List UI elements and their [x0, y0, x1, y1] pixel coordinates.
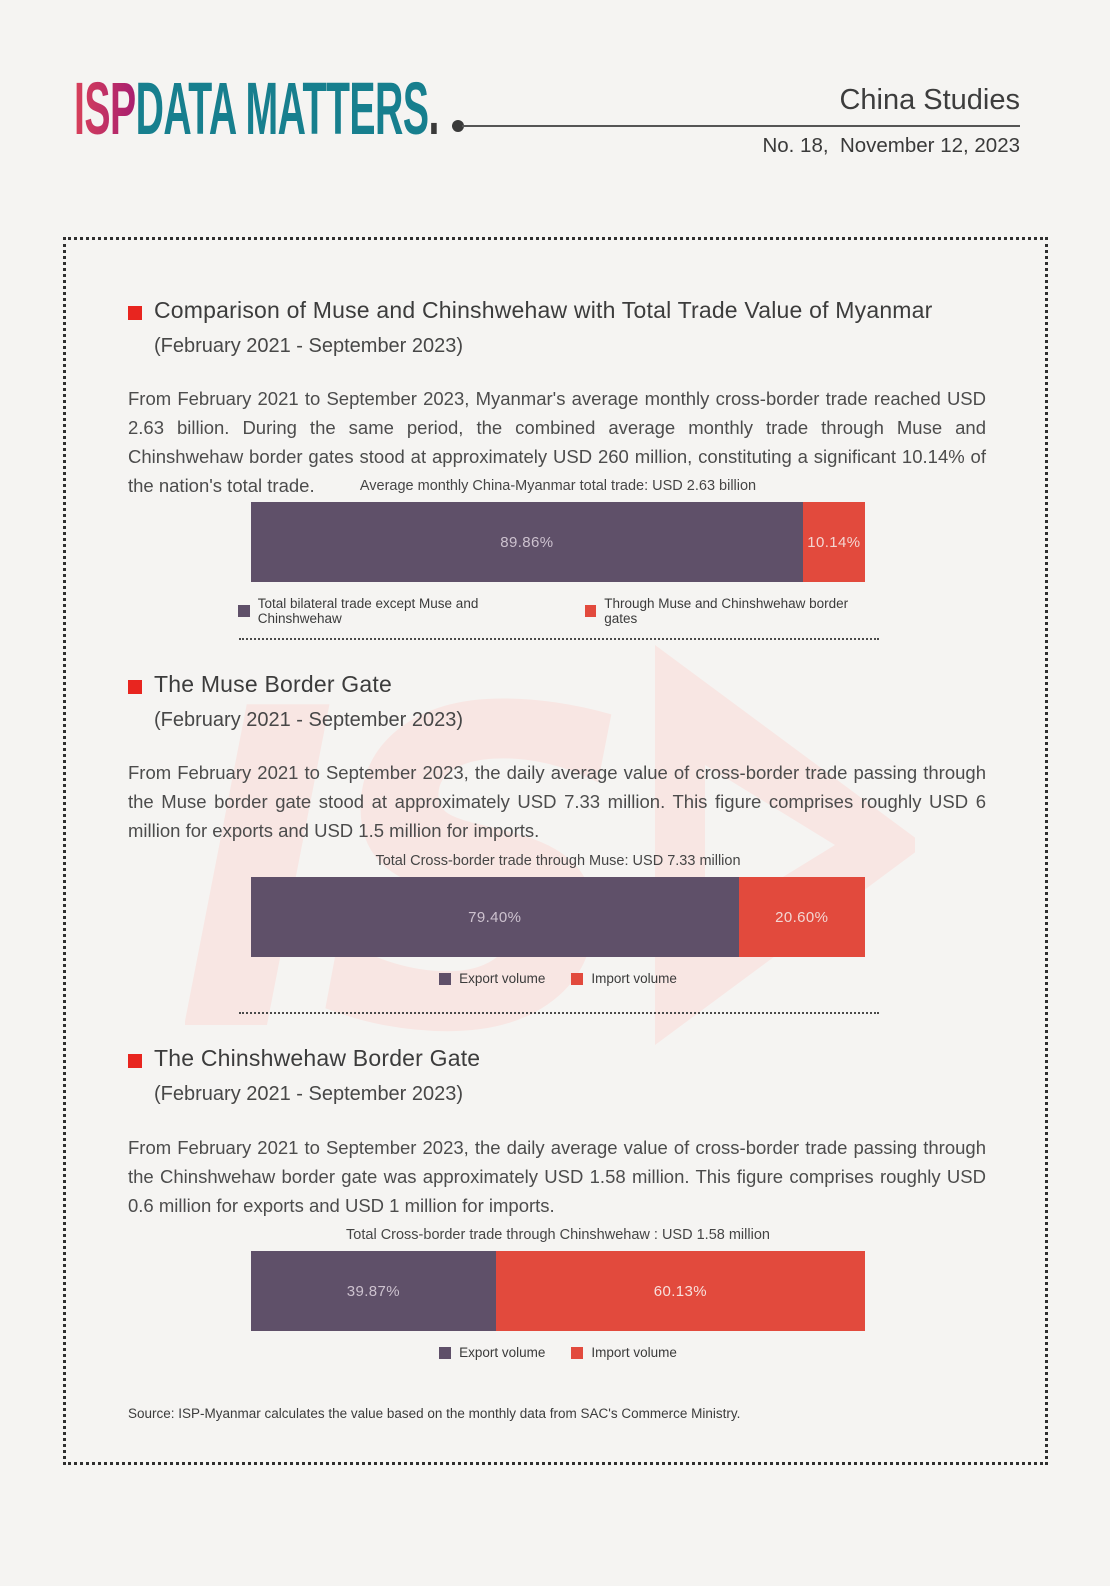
bar-segment-import-volume: 60.13% [495, 1251, 865, 1331]
chart-title: Total Cross-border trade through Chinshw… [346, 1227, 770, 1243]
source-note: Source: ISP-Myanmar calculates the value… [128, 1406, 741, 1421]
content-area: Comparison of Muse and Chinshwehaw with … [66, 240, 1045, 1462]
logo-data-matters-text: DATA MATTERS [135, 67, 429, 150]
legend-label: Export volume [459, 971, 546, 986]
bar-segment-label: 10.14% [807, 533, 861, 551]
legend-label: Through Muse and Chinshwehaw border gate… [604, 596, 849, 626]
header-rule-line [462, 125, 1020, 127]
chart-legend: Total bilateral trade except Muse and Ch… [238, 596, 878, 626]
legend-label: Import volume [591, 971, 677, 986]
chart-muse: Total Cross-border trade through Muse: U… [238, 853, 878, 986]
legend-item-import-volume: Import volume [571, 971, 677, 986]
bar-segment-import-volume: 20.60% [738, 877, 865, 957]
bar-segment-label: 89.86% [500, 533, 554, 551]
legend-item-through-muse-and-chinshwehaw-border-gates: Through Muse and Chinshwehaw border gate… [584, 596, 878, 626]
chart-title: Total Cross-border trade through Muse: U… [375, 853, 741, 869]
legend-swatch [584, 605, 597, 617]
bar-segment-export-volume: 79.40% [251, 877, 739, 957]
section-body: From February 2021 to September 2023, My… [128, 388, 986, 496]
chart-chinshwehaw: Total Cross-border trade through Chinshw… [238, 1227, 878, 1360]
legend-swatch [439, 1346, 452, 1359]
legend-label: Export volume [459, 1345, 546, 1360]
stacked-bar: 89.86% 10.14% [251, 502, 865, 582]
legend-swatch [238, 605, 250, 617]
bar-segment-label: 60.13% [653, 1282, 708, 1300]
dotted-divider [239, 1012, 879, 1014]
section-bullet [128, 1054, 142, 1068]
publication-title: China Studies [839, 84, 1020, 116]
section-title: The Chinshwehaw Border Gate [154, 1045, 481, 1071]
section-body: From February 2021 to September 2023, th… [128, 1137, 986, 1216]
legend-item-import-volume: Import volume [571, 1345, 677, 1360]
stacked-bar: 39.87% 60.13% [251, 1251, 865, 1331]
chart-legend: Export volume Import volume [238, 1345, 878, 1360]
bar-segment-label: 79.40% [468, 908, 522, 926]
section-bullet [128, 306, 142, 320]
section-body: From February 2021 to September 2023, th… [128, 762, 986, 841]
legend-swatch [439, 972, 452, 985]
bar-segment-export-volume: 39.87% [251, 1251, 496, 1331]
bar-segment-through-muse-and-chinshwehaw-border-gates: 10.14% [802, 502, 865, 582]
legend-item-export-volume: Export volume [439, 971, 545, 986]
issue-and-date: No. 18, November 12, 2023 [762, 134, 1020, 157]
dotted-divider [239, 638, 879, 640]
legend-item-total-bilateral-trade-except-muse-and-chinshwehaw: Total bilateral trade except Muse and Ch… [238, 596, 559, 626]
section-subtitle: (February 2021 - September 2023) [154, 1083, 464, 1105]
content-border-box: Comparison of Muse and Chinshwehaw with … [63, 237, 1048, 1465]
legend-label: Import volume [591, 1345, 677, 1360]
bar-segment-total-bilateral-trade-except-muse-and-chinshwehaw: 89.86% [251, 502, 803, 582]
bar-segment-label: 20.60% [775, 908, 829, 926]
logo-isp-text: ISP [74, 67, 136, 150]
section-bullet [128, 680, 142, 694]
section-subtitle: (February 2021 - September 2023) [154, 335, 464, 357]
section-title: Comparison of Muse and Chinshwehaw with … [154, 297, 933, 323]
legend-swatch [571, 1346, 584, 1359]
legend-item-export-volume: Export volume [439, 1345, 545, 1360]
header-rule-dot [452, 120, 464, 132]
bar-segment-label: 39.87% [346, 1282, 401, 1300]
section-title: The Muse Border Gate [154, 671, 392, 697]
chart-title: Average monthly China-Myanmar total trad… [359, 478, 757, 494]
section-subtitle: (February 2021 - September 2023) [154, 709, 464, 731]
chart-legend: Export volume Import volume [238, 971, 878, 986]
stacked-bar: 79.40% 20.60% [251, 877, 865, 957]
logo-period: . [428, 67, 439, 150]
chart-total-trade: Average monthly China-Myanmar total trad… [238, 478, 878, 626]
isp-data-matters-logo: ISPDATA MATTERS. [74, 72, 439, 146]
legend-swatch [571, 972, 584, 985]
legend-label: Total bilateral trade except Muse and Ch… [257, 596, 479, 626]
